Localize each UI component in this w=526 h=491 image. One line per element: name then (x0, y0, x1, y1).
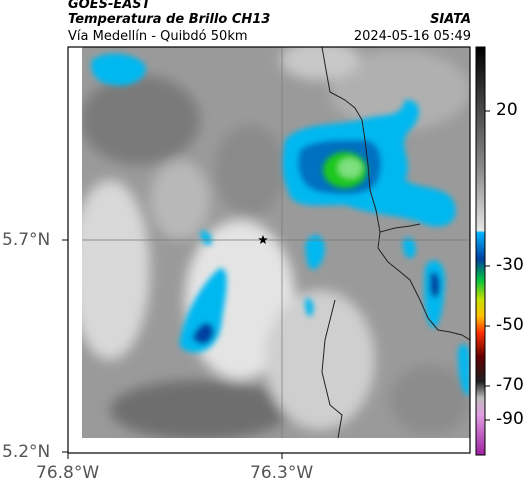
colorbar-tick-label: -70 (496, 375, 524, 395)
agency-label: SIATA (430, 12, 471, 27)
lat-tick-label: 5.7°N (2, 230, 51, 250)
satellite-name: GOES-EAST (68, 0, 151, 12)
datetime-label: 2024-05-16 05:49 (353, 29, 471, 44)
brightness-field (82, 47, 470, 438)
map-frame (67, 46, 471, 454)
lon-tick-label: 76.8°W (36, 463, 100, 483)
colorbar (475, 46, 490, 456)
star-icon (258, 235, 268, 244)
cold-cloud-tops (91, 53, 470, 396)
map-gridlines (82, 47, 470, 438)
lon-tick-label: 76.3°W (250, 463, 314, 483)
colorbar-tick-label: -30 (496, 255, 524, 275)
colorbar-tick-label: -90 (496, 409, 524, 429)
colorbar-tick-label: 20 (496, 100, 518, 120)
colorbar-tick-label: -50 (496, 315, 524, 335)
product-title: Temperatura de Brillo CH13 (68, 12, 271, 27)
lat-tick-label: 5.2°N (2, 442, 51, 462)
political-borders (321, 47, 470, 438)
region-label: Vía Medellín - Quibdó 50km (68, 29, 248, 44)
